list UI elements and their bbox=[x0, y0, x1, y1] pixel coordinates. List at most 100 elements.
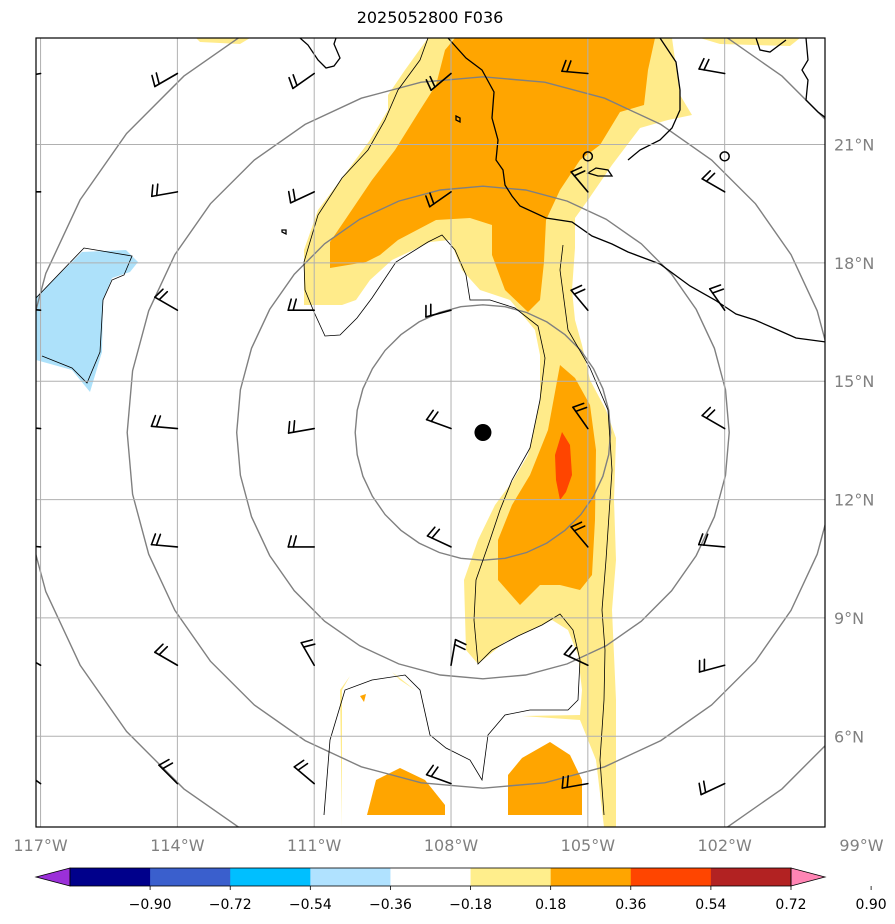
lat-tick-label-1: 9°N bbox=[834, 609, 864, 628]
wind-barb-21 bbox=[150, 414, 179, 430]
wind-barb-25 bbox=[701, 406, 726, 430]
colorbar-arrow-low bbox=[34, 867, 71, 887]
wind-barb-1 bbox=[151, 72, 179, 88]
wind-barb-22 bbox=[287, 420, 316, 434]
lat-tick-label-5: 21°N bbox=[834, 136, 874, 155]
wind-barb-36 bbox=[300, 639, 316, 667]
wind-barb-28 bbox=[150, 533, 179, 548]
wind-barb-39 bbox=[698, 658, 726, 673]
wind-barb-18 bbox=[570, 284, 589, 312]
wind-barb-33 bbox=[836, 532, 862, 547]
range-ring-2 bbox=[126, 76, 825, 789]
colorbar-label-9: 0.90 bbox=[856, 897, 887, 913]
wind-barb-37 bbox=[450, 638, 467, 667]
yellow-region-northeast bbox=[700, 38, 800, 46]
colorbar-segment-8 bbox=[710, 868, 792, 886]
wind-barb-11 bbox=[570, 166, 589, 193]
small-orange-dot bbox=[360, 694, 366, 702]
wind-barb-44 bbox=[425, 764, 452, 785]
wind-barbs bbox=[36, 52, 862, 796]
colorbar-segment-6 bbox=[550, 868, 632, 886]
wind-barb-30 bbox=[426, 526, 452, 548]
wind-barb-32 bbox=[697, 533, 726, 548]
colorbar: −0.90 −0.72 −0.54 −0.36 −0.18 0.18 0.36 0.54 0.7… bbox=[34, 867, 887, 913]
wind-barb-40 bbox=[836, 663, 861, 676]
wind-barb-9 bbox=[287, 188, 316, 204]
wind-barb-43 bbox=[293, 759, 316, 785]
wind-barb-17 bbox=[425, 303, 452, 318]
red-region bbox=[555, 432, 572, 500]
station-markers bbox=[582, 151, 866, 299]
range-rings bbox=[36, 38, 825, 827]
colorbar-label-2: −0.54 bbox=[289, 897, 332, 913]
colorbar-frame bbox=[69, 867, 792, 887]
colorbar-label-4: −0.18 bbox=[449, 897, 492, 913]
lon-tick-label-1: 114°W bbox=[150, 836, 205, 855]
wind-barb-13 bbox=[848, 166, 862, 191]
wind-barb-6 bbox=[839, 52, 862, 73]
colorbar-segment-4 bbox=[390, 868, 472, 886]
orange-region-north bbox=[330, 38, 655, 312]
axis-tick-labels: 117°W 114°W 111°W 108°W 105°W 102°W 99°W 6°N 9°N… bbox=[13, 136, 883, 855]
range-ring-0 bbox=[354, 304, 612, 561]
lat-tick-label-0: 6°N bbox=[834, 727, 864, 746]
wind-barb-34 bbox=[36, 661, 42, 667]
station-circle-2 bbox=[857, 290, 866, 299]
wind-barb-4 bbox=[561, 59, 589, 75]
colorbar-label-5: 0.18 bbox=[535, 897, 566, 913]
colorbar-label-3: −0.36 bbox=[369, 897, 412, 913]
colorbar-segment-0 bbox=[70, 868, 151, 886]
wind-barb-47 bbox=[836, 781, 861, 794]
orange-region-south-strip bbox=[498, 365, 596, 605]
wind-barb-45 bbox=[561, 775, 589, 789]
station-circle-1 bbox=[719, 151, 730, 162]
gridlines bbox=[36, 38, 825, 827]
wind-barb-46 bbox=[698, 780, 726, 796]
colorbar-label-1: −0.72 bbox=[209, 897, 252, 913]
colorbar-segment-7 bbox=[630, 868, 712, 886]
wind-barb-31 bbox=[570, 521, 589, 548]
wind-barb-24 bbox=[572, 402, 589, 430]
lat-tick-label-2: 12°N bbox=[834, 491, 874, 510]
storm-center-marker bbox=[474, 424, 492, 441]
colorbar-segment-2 bbox=[230, 868, 311, 886]
lat-tick-label-4: 18°N bbox=[834, 254, 874, 273]
colorbar-label-7: 0.54 bbox=[695, 897, 726, 913]
wind-barb-38 bbox=[563, 644, 589, 667]
lon-tick-label-2: 111°W bbox=[287, 836, 342, 855]
lat-tick-label-3: 15°N bbox=[834, 372, 874, 391]
wind-barb-10 bbox=[425, 191, 452, 208]
colorbar-segment-5 bbox=[470, 868, 552, 886]
map-frame bbox=[35, 37, 826, 828]
contour-lines bbox=[36, 38, 613, 816]
colorbar-arrow-high bbox=[790, 867, 827, 887]
wind-barb-7 bbox=[36, 191, 42, 193]
colorbar-label-6: 0.36 bbox=[615, 897, 646, 913]
lon-tick-label-5: 102°W bbox=[697, 836, 752, 855]
wind-barb-29 bbox=[287, 535, 316, 548]
wind-barb-41 bbox=[36, 779, 42, 785]
coastlines bbox=[281, 38, 825, 343]
lon-tick-label-3: 108°W bbox=[424, 836, 479, 855]
map-title: 2025052800 F036 bbox=[356, 8, 504, 27]
wind-barb-23 bbox=[425, 409, 452, 430]
wind-barb-12 bbox=[701, 170, 726, 193]
orange-region-south-a bbox=[367, 768, 445, 815]
wind-barb-20 bbox=[36, 427, 42, 430]
lon-tick-label-4: 105°W bbox=[561, 836, 616, 855]
station-circle-0 bbox=[582, 151, 594, 162]
orange-region-south-b bbox=[508, 742, 582, 815]
wind-barb-0 bbox=[36, 72, 42, 76]
wind-barb-5 bbox=[698, 57, 726, 75]
lon-tick-label-0: 117°W bbox=[13, 836, 68, 855]
colorbar-segment-1 bbox=[150, 868, 231, 886]
wind-barb-16 bbox=[287, 298, 316, 312]
colorbar-segment-3 bbox=[310, 868, 391, 886]
wind-barb-8 bbox=[150, 183, 179, 198]
colorbar-label-0: −0.90 bbox=[129, 897, 172, 913]
light-blue-region bbox=[36, 250, 138, 392]
wind-barb-26 bbox=[836, 416, 862, 429]
range-ring-1 bbox=[235, 185, 730, 680]
lon-tick-label-6: 99°W bbox=[839, 836, 883, 855]
